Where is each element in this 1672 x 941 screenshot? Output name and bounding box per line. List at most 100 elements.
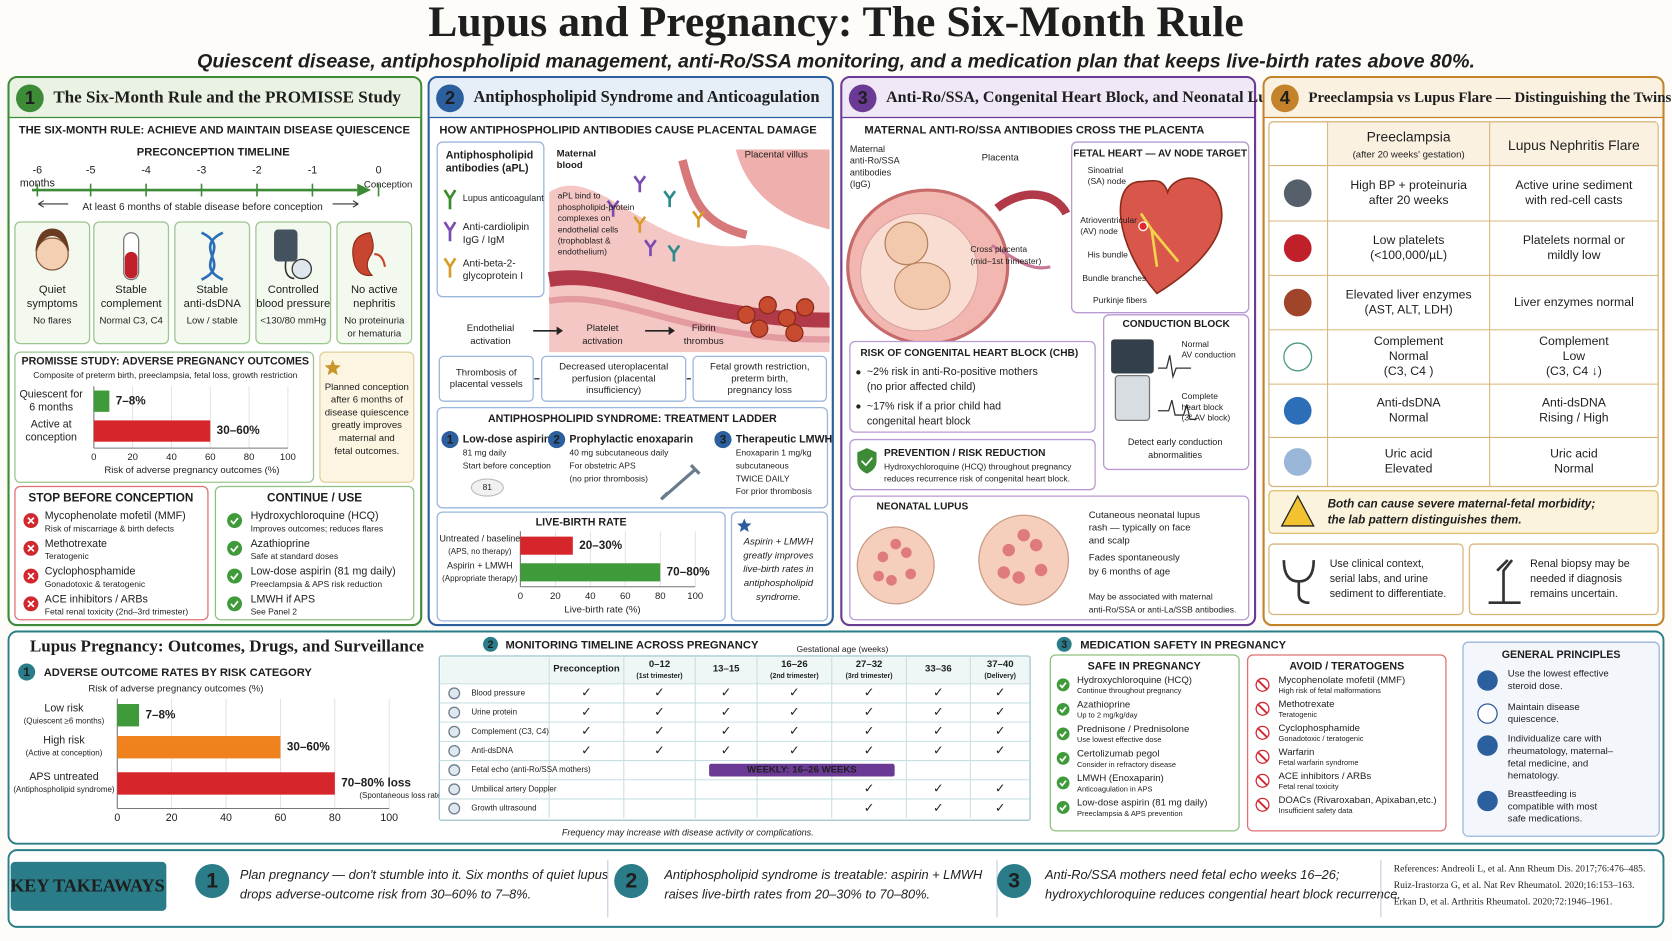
outcome-box (438, 355, 534, 402)
table-cell: Normal (1389, 349, 1428, 363)
check-cell: ✓ (789, 742, 800, 757)
table-cell: Elevated (1385, 462, 1433, 476)
check-mark (1059, 731, 1067, 738)
row-icon (448, 706, 461, 719)
table-cell: Uric acid (1385, 447, 1433, 461)
illustration-label: aPL bind to (558, 191, 601, 201)
column-header: 33–36 (925, 663, 952, 674)
avoid-slash (1257, 775, 1268, 786)
machine-icon (1114, 374, 1151, 422)
drug-detail: Up to 2 mg/kg/day (1077, 711, 1138, 720)
check-cell: ✓ (933, 781, 944, 796)
prevention-text: reduces recurrence risk of congenital he… (884, 473, 1070, 483)
check-cell: ✓ (995, 781, 1006, 796)
risk-box (849, 340, 1096, 433)
star-icon (324, 359, 341, 376)
number: 2 (553, 434, 560, 447)
check-cell: ✓ (789, 685, 800, 700)
bp-tube (284, 261, 295, 280)
check-cell: ✓ (581, 685, 592, 700)
table-cell: (AST, ALT, LDH) (1364, 302, 1452, 316)
table-cell: Active urine sediment (1515, 178, 1633, 192)
table-cell: Low (1563, 349, 1586, 363)
illustration-label: phospholipid-protein (558, 202, 635, 212)
page-subtitle: Quiescent disease, antiphospholipid mana… (197, 50, 1475, 72)
microscope-icon (1488, 559, 1521, 605)
antibody-icon (443, 257, 457, 278)
number-badge (436, 84, 464, 113)
category-label: High risk (43, 735, 85, 747)
column-header: (after 20 weeks' gestation) (1353, 149, 1465, 160)
risk-text: (no prior affected child) (867, 381, 976, 393)
ladder-heading: ANTIPHOSPHOLIPID SYNDROME: TREATMENT LAD… (488, 413, 777, 425)
note-text: antiphospholipid (744, 578, 814, 589)
ecg-label: Detect early conduction (1128, 437, 1223, 447)
principle-text: Breastfeeding is (1508, 789, 1577, 800)
axis-label: Risk of adverse pregnancy outcomes (%) (104, 465, 279, 476)
monitor-icon (1111, 339, 1154, 374)
drug-name: Cyclophosphamide (45, 566, 136, 578)
x-tick-label: 20 (166, 812, 178, 824)
x-tick-label: 40 (585, 591, 596, 602)
heart-label: Purkinje fibers (1093, 295, 1147, 305)
step-detail: For prior thrombosis (736, 486, 812, 496)
thrombus-icon (750, 319, 769, 338)
baby-face (856, 526, 935, 605)
reference: Ruiz-Irastorza G, et al. Nat Rev Rheumat… (1394, 880, 1635, 891)
timeline-title: PRECONCEPTION TIMELINE (137, 147, 290, 159)
outcome-text: Decreased uteroplacental (559, 362, 668, 373)
antibody-icon (633, 175, 647, 193)
row-icon (1283, 342, 1313, 372)
value-label: 7–8% (145, 708, 176, 721)
illustration-label: (mid–1st trimester) (970, 256, 1041, 266)
takeaways-label-box (10, 861, 167, 911)
shield-check (860, 457, 873, 467)
neonatal-text: May be associated with maternal (1089, 592, 1213, 602)
number: 3 (1061, 639, 1067, 651)
thrombus-icon (758, 296, 777, 315)
drug-name: LMWH (Enoxaparin) (1077, 773, 1164, 784)
check-cell: ✓ (995, 742, 1006, 757)
baby-face (978, 514, 1070, 606)
number-badge (997, 863, 1032, 899)
drug-name: ACE inhibitors / ARBs (45, 593, 148, 605)
cross-mark (27, 600, 35, 608)
bar (117, 736, 281, 759)
category-label: Active at (31, 418, 72, 430)
ladder-box (436, 406, 829, 509)
note-box (319, 351, 415, 483)
table-cell: Platelets normal or (1523, 233, 1625, 247)
reference: References: Andreoli L, et al. Ann Rheum… (1394, 864, 1646, 875)
arrow-head (668, 326, 675, 336)
star-icon (737, 518, 752, 533)
x-tick-label: 80 (244, 452, 255, 463)
table-cell: Rising / High (1539, 410, 1609, 424)
column-header: Preeclampsia (1367, 128, 1451, 144)
comparison-table (1268, 121, 1659, 488)
page-title: Lupus and Pregnancy: The Six-Month Rule (428, 0, 1244, 46)
table-title: MONITORING TIMELINE ACROSS PREGNANCY (505, 639, 759, 651)
principle-icon (1477, 670, 1498, 691)
timeline-arrow (357, 183, 372, 197)
bar (520, 563, 661, 582)
criterion-title: Stable (196, 284, 228, 296)
check-cell: ✓ (654, 704, 665, 719)
table-header (1327, 122, 1658, 166)
timeline-label: months (20, 177, 55, 189)
list-heading: STOP BEFORE CONCEPTION (28, 491, 193, 504)
avoid-slash (1257, 751, 1268, 762)
avoid-slash (1257, 799, 1268, 810)
check-cell: ✓ (654, 685, 665, 700)
tip-text: sediment to differentiate. (1330, 588, 1447, 600)
category-label: (Active at conception) (26, 749, 103, 758)
drug-name: Azathioprine (251, 538, 310, 550)
column-header: Lupus Nephritis Flare (1508, 137, 1640, 153)
x-tick-label: 40 (220, 812, 232, 824)
bullet (856, 370, 861, 375)
box-heading: CONDUCTION BLOCK (1122, 319, 1230, 330)
ecg-label: (3° AV block) (1181, 413, 1230, 423)
number: 4 (1280, 88, 1290, 108)
step-detail: 81 mg daily (463, 448, 507, 458)
table-cell: Anti-dsDNA (1542, 396, 1607, 410)
